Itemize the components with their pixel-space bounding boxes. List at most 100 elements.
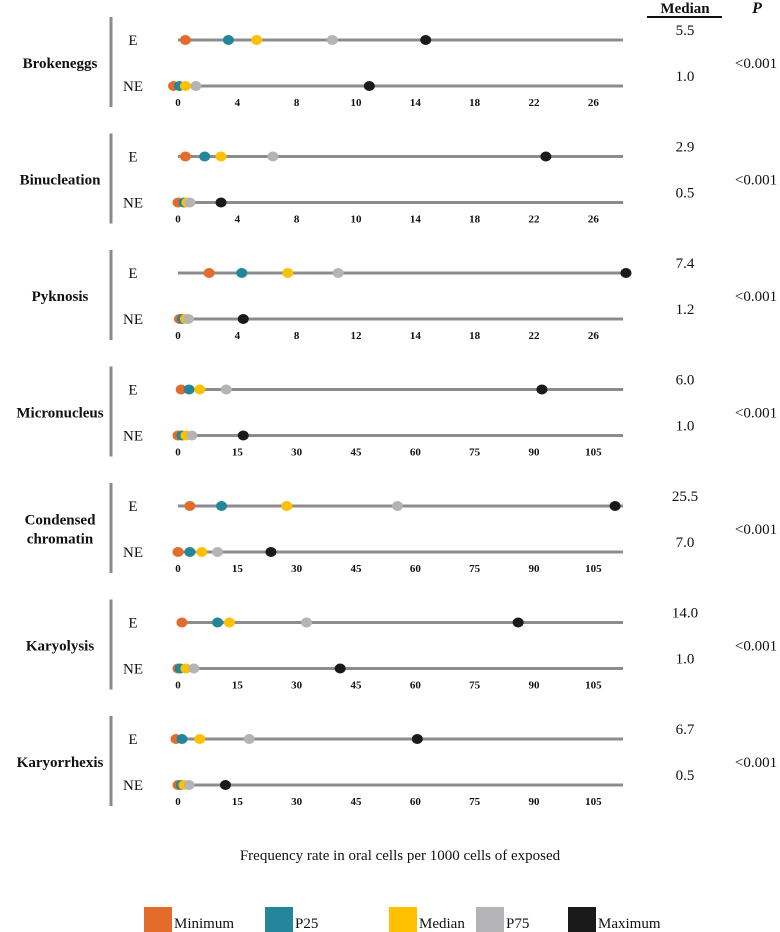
point-p75: [190, 81, 202, 91]
median-value: 1.0: [676, 652, 695, 668]
tick-label: 22: [529, 97, 541, 109]
tick-label: 60: [410, 563, 422, 575]
point-p25: [184, 547, 196, 557]
tick-label: 0: [175, 680, 181, 692]
point-max: [237, 314, 249, 324]
tick-label: 75: [469, 796, 481, 808]
tick-label: 14: [410, 214, 422, 226]
point-median: [180, 663, 192, 674]
p-value: <0.001: [735, 522, 777, 538]
tick-label: 0: [175, 447, 181, 459]
point-p75: [301, 617, 313, 628]
point-max: [334, 663, 346, 674]
tick-label: 30: [291, 796, 303, 808]
tick-label: 90: [529, 447, 541, 459]
legend-label: Median: [419, 916, 465, 932]
point-median: [179, 81, 191, 91]
legend-item-p25: P25: [265, 907, 318, 932]
point-min: [184, 501, 196, 511]
tick-label: 90: [529, 680, 541, 692]
tick-label: 105: [585, 680, 602, 692]
point-median: [194, 384, 206, 395]
tick-label: 4: [235, 214, 241, 226]
group-label: E: [128, 33, 137, 49]
point-max: [420, 35, 432, 45]
point-median: [223, 617, 235, 628]
tick-label: 18: [469, 330, 481, 342]
point-p25: [222, 35, 234, 45]
tick-label: 75: [469, 447, 481, 459]
panel-name: Binucleation: [20, 173, 102, 189]
tick-label: 45: [351, 563, 363, 575]
tick-label: 75: [469, 680, 481, 692]
point-p75: [183, 780, 195, 790]
group-label: E: [128, 383, 137, 399]
point-p75: [220, 384, 232, 395]
tick-label: 30: [291, 680, 303, 692]
point-max: [215, 197, 227, 208]
group-label: E: [128, 732, 137, 748]
p-value: <0.001: [735, 755, 777, 771]
legend-item-max: Maximum: [568, 907, 661, 932]
median-value: 1.0: [676, 69, 695, 85]
tick-label: 4: [235, 97, 241, 109]
median-value: 7.0: [676, 535, 695, 551]
point-p75: [212, 547, 224, 557]
point-p75: [392, 501, 404, 511]
tick-label: 10: [351, 214, 363, 226]
point-median: [194, 734, 206, 744]
point-median: [282, 268, 294, 278]
point-max: [620, 268, 632, 278]
tick-label: 22: [529, 214, 541, 226]
tick-label: 10: [351, 97, 363, 109]
point-min: [176, 617, 188, 628]
panel-binucleation: Binucleation <0.001 E 2.9 NE 0.5 0 4 8 10 14 18 22 26: [20, 133, 777, 226]
point-p25: [176, 734, 188, 744]
point-p75: [184, 197, 196, 208]
tick-label: 0: [175, 214, 181, 226]
tick-label: 15: [232, 563, 244, 575]
tick-label: 15: [232, 680, 244, 692]
point-max: [536, 384, 548, 395]
median-value: 25.5: [672, 489, 698, 505]
group-label: NE: [123, 312, 143, 328]
group-label: NE: [123, 429, 143, 445]
point-p25: [212, 617, 224, 628]
point-median: [281, 501, 293, 511]
point-median: [196, 547, 208, 557]
point-min: [175, 384, 187, 395]
group-label: NE: [123, 662, 143, 678]
p-value: <0.001: [735, 289, 777, 305]
group-label: E: [128, 616, 137, 632]
tick-label: 90: [529, 563, 541, 575]
median-value: 14.0: [672, 606, 698, 622]
group-label: NE: [123, 79, 143, 95]
point-p75: [326, 35, 338, 45]
p-value: <0.001: [735, 639, 777, 655]
tick-label: 105: [585, 447, 602, 459]
tick-label: 60: [410, 447, 422, 459]
legend-item-min: Minimum: [144, 907, 234, 932]
point-p75: [188, 663, 200, 674]
tick-label: 14: [410, 97, 422, 109]
legend-swatch: [568, 907, 596, 932]
median-value: 0.5: [676, 768, 695, 784]
panel-karyolysis: Karyolysis <0.001 E 14.0 NE 1.0 0 15 30 45 60 75 90 1…: [26, 599, 777, 692]
median-value: 7.4: [676, 256, 695, 272]
tick-label: 18: [469, 97, 481, 109]
p-value: <0.001: [735, 56, 777, 72]
point-p75: [182, 314, 194, 324]
tick-label: 15: [232, 447, 244, 459]
point-median: [251, 35, 263, 45]
tick-label: 26: [588, 214, 600, 226]
tick-label: 8: [294, 330, 300, 342]
tick-label: 45: [351, 796, 363, 808]
legend-item-p75: P75: [476, 907, 529, 932]
group-label: E: [128, 150, 137, 166]
point-p25: [236, 268, 248, 278]
median-value: 6.7: [676, 722, 695, 738]
tick-label: 26: [588, 330, 600, 342]
legend-label: Maximum: [598, 916, 661, 932]
tick-label: 14: [410, 330, 422, 342]
